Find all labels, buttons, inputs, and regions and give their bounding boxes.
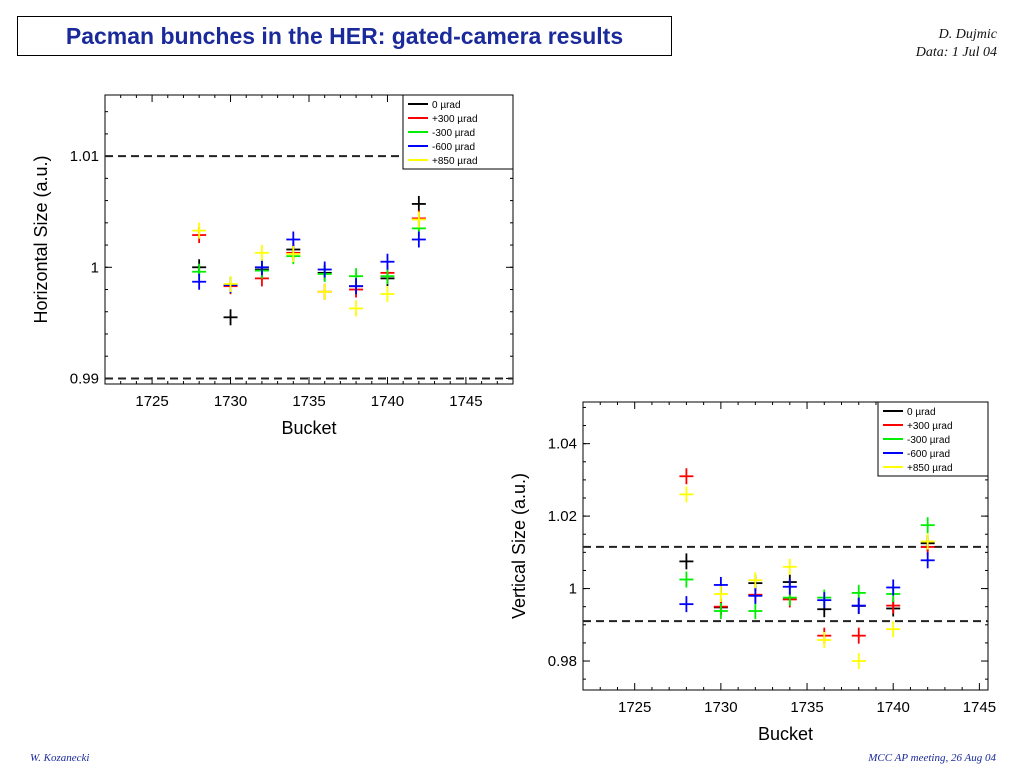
x-tick-label: 1745 [449, 393, 482, 410]
data-point [851, 597, 866, 614]
legend-label: 0 µrad [432, 100, 461, 111]
data-point [286, 245, 301, 262]
data-point [782, 578, 797, 595]
y-tick-label: 1.04 [548, 436, 577, 453]
data-point [411, 211, 426, 228]
data-point [920, 533, 935, 550]
x-tick-label: 1725 [135, 393, 168, 410]
legend-label: 0 µrad [907, 407, 936, 418]
data-point [192, 273, 207, 290]
y-tick-label: 1 [91, 259, 99, 276]
data-point [254, 244, 269, 261]
data-point [411, 231, 426, 248]
data-point [713, 603, 728, 620]
data-point [851, 653, 866, 670]
legend-label: -300 µrad [907, 435, 950, 446]
data-point [380, 268, 395, 285]
data-date-label: Data: 1 Jul 04 [915, 45, 997, 60]
y-axis-title: Horizontal Size (a.u.) [31, 155, 51, 323]
data-point [679, 596, 694, 613]
slide-title: Pacman bunches in the HER: gated-camera … [65, 22, 624, 49]
data-point [223, 275, 238, 292]
data-point [192, 222, 207, 239]
y-tick-label: 1.01 [70, 148, 99, 165]
legend-label: +850 µrad [432, 156, 478, 167]
data-point [782, 558, 797, 575]
data-point [920, 517, 935, 534]
legend-label: -300 µrad [432, 128, 475, 139]
data-point [851, 627, 866, 644]
slide-meta: D. Dujmic Data: 1 Jul 04 [916, 26, 997, 62]
data-point [317, 261, 332, 278]
horizontal-size-chart: 1725 1730 1735 1740 1745 0.99 1 1.01 0 µrad +300 … [31, 94, 514, 438]
data-point [380, 285, 395, 302]
data-point [679, 571, 694, 588]
x-axis-title: Bucket [281, 418, 336, 438]
data-point [748, 572, 763, 589]
data-point [817, 632, 832, 649]
legend-label: +300 µrad [907, 421, 953, 432]
data-point [817, 592, 832, 609]
data-point [349, 278, 364, 295]
x-tick-label: 1735 [790, 699, 823, 716]
x-tick-label: 1740 [371, 393, 404, 410]
footer-meeting: MCC AP meeting, 26 Aug 04 [868, 752, 996, 764]
data-point [411, 195, 426, 212]
x-axis-title: Bucket [758, 724, 813, 744]
x-tick-label: 1735 [292, 393, 325, 410]
y-tick-label: 0.98 [548, 653, 577, 670]
legend-label: +300 µrad [432, 114, 478, 125]
author-label: D. Dujmic [938, 27, 997, 42]
x-tick-label: 1740 [877, 699, 910, 716]
data-point [679, 468, 694, 485]
data-point [886, 621, 901, 638]
legend-label: -600 µrad [907, 449, 950, 460]
y-tick-label: 0.99 [70, 370, 99, 387]
x-tick-label: 1725 [618, 699, 651, 716]
x-tick-label: 1745 [963, 699, 996, 716]
data-point [223, 309, 238, 326]
footer-presenter: W. Kozanecki [30, 752, 90, 764]
legend-label: +850 µrad [907, 463, 953, 474]
vertical-size-chart: 1725 1730 1735 1740 1745 0.98 1 1.02 1.04 0 µrad +… [509, 401, 996, 744]
legend-label: -600 µrad [432, 142, 475, 153]
y-tick-label: 1 [569, 581, 577, 598]
data-point [920, 552, 935, 569]
data-point [679, 486, 694, 503]
data-point [254, 259, 269, 276]
data-point [748, 587, 763, 604]
data-point [286, 231, 301, 248]
data-point [317, 283, 332, 300]
x-tick-label: 1730 [704, 699, 737, 716]
data-point [713, 586, 728, 602]
data-point [679, 553, 694, 570]
data-point [886, 579, 901, 596]
y-tick-label: 1.02 [548, 508, 577, 525]
data-point [380, 253, 395, 270]
y-axis-title: Vertical Size (a.u.) [509, 473, 529, 619]
slide-title-box: Pacman bunches in the HER: gated-camera … [17, 16, 672, 56]
data-point [349, 300, 364, 317]
data-point [748, 603, 763, 620]
x-tick-label: 1730 [214, 393, 247, 410]
